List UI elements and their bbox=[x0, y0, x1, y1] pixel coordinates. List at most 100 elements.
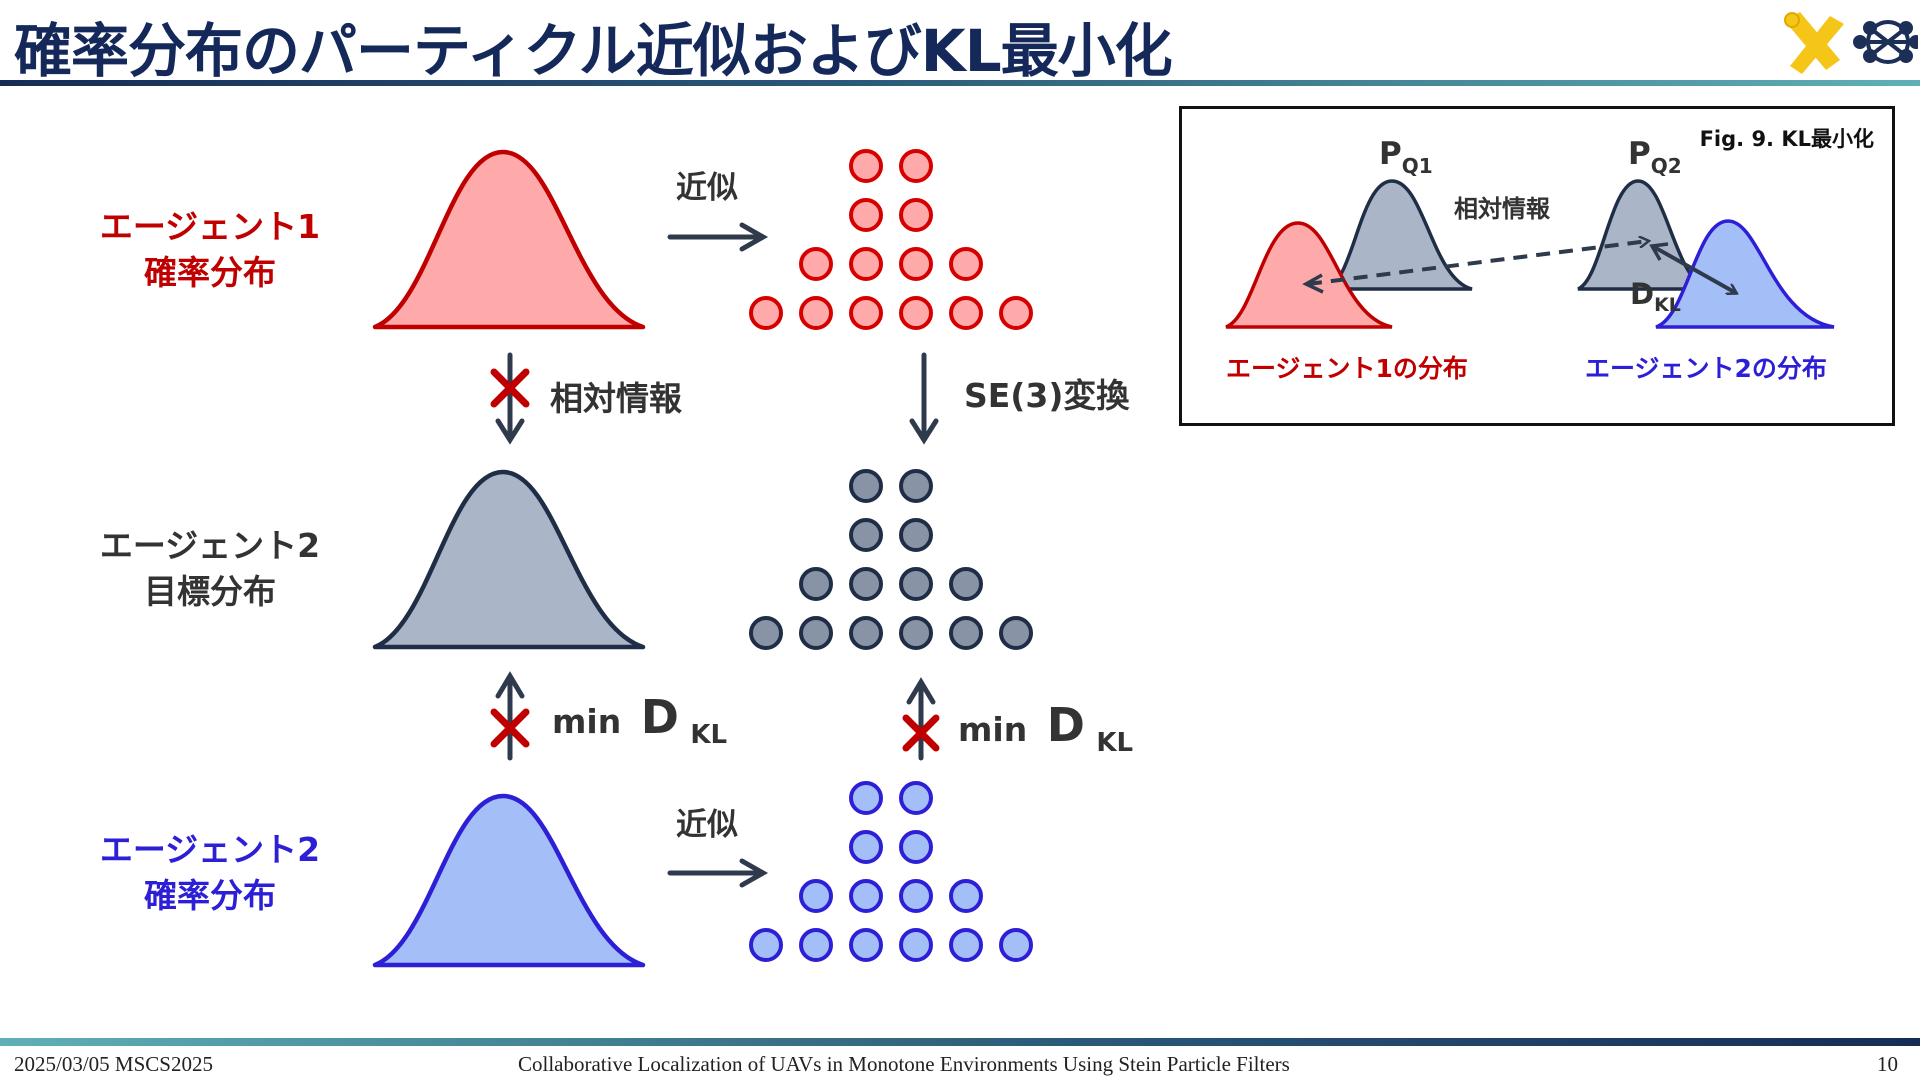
inset-dkl-sub: KL bbox=[1654, 294, 1681, 316]
logo-x-icon bbox=[1784, 12, 1844, 74]
page-number: 10 bbox=[1877, 1052, 1898, 1076]
dkl-main-right: D bbox=[1047, 698, 1085, 752]
particle bbox=[849, 198, 883, 232]
particle bbox=[849, 149, 883, 183]
footer-bar bbox=[0, 1038, 1920, 1046]
se3-transform-arrow: SE(3)変換 bbox=[909, 352, 1130, 445]
pq1-main: P bbox=[1379, 136, 1402, 172]
dkl-sub-right: KL bbox=[1096, 728, 1133, 758]
agent2-inset-curve bbox=[1655, 219, 1835, 329]
particle bbox=[899, 781, 933, 815]
logo bbox=[1784, 12, 1918, 74]
agent2-target-particles bbox=[749, 469, 1033, 650]
agent2-label-line2: 確率分布 bbox=[144, 876, 276, 915]
agent2-target-label-line2: 目標分布 bbox=[144, 572, 276, 611]
approx-arrow-top: 近似 bbox=[667, 170, 769, 252]
min-dkl-arrow-right: min D KL bbox=[902, 677, 1133, 761]
pq2-sub: Q2 bbox=[1651, 154, 1682, 178]
arrow-down-icon bbox=[495, 352, 525, 445]
approx-label-top: 近似 bbox=[676, 170, 738, 206]
agent2-target-label: エージェント2 目標分布 bbox=[60, 523, 360, 615]
arrow-left-icon bbox=[1302, 273, 1324, 294]
min-dkl-arrow-left: min D KL bbox=[490, 671, 727, 761]
arrow-right-icon bbox=[667, 222, 769, 252]
particle bbox=[849, 879, 883, 913]
particle bbox=[999, 616, 1033, 650]
svg-text:min D KL: min D KL bbox=[552, 690, 727, 750]
particle bbox=[799, 247, 833, 281]
figure-caption: Fig. 9. KL最小化 bbox=[1699, 127, 1874, 151]
approx-label-bottom: 近似 bbox=[676, 807, 738, 843]
particle bbox=[949, 928, 983, 962]
particle bbox=[799, 296, 833, 330]
particle bbox=[849, 616, 883, 650]
particle bbox=[949, 247, 983, 281]
particle bbox=[999, 296, 1033, 330]
kl-minimization-figure: PQ1 PQ2 相対情報 DKL Fig. 9. KL最小化 エージェント1の分… bbox=[1179, 106, 1895, 426]
arrow-up-icon bbox=[495, 671, 525, 761]
agent2-label-line1: エージェント2 bbox=[99, 830, 321, 869]
agent2-particles bbox=[749, 781, 1033, 962]
particle bbox=[849, 781, 883, 815]
agent1-dist-label: エージェント1の分布 bbox=[1226, 354, 1468, 383]
agent2-target-distribution-curve bbox=[372, 469, 646, 650]
pq1-sub: Q1 bbox=[1402, 154, 1433, 178]
agent2-target-label-line1: エージェント2 bbox=[99, 526, 321, 565]
cross-mark-icon bbox=[490, 368, 530, 408]
svg-text:PQ1: PQ1 bbox=[1379, 136, 1433, 178]
cross-mark-icon bbox=[490, 708, 530, 748]
particle bbox=[799, 616, 833, 650]
particle bbox=[899, 928, 933, 962]
particle bbox=[849, 567, 883, 601]
relative-info-dashed-arrow bbox=[1307, 241, 1648, 286]
particle bbox=[849, 830, 883, 864]
dkl-sub-left: KL bbox=[690, 720, 727, 750]
relative-info-label: 相対情報 bbox=[550, 379, 682, 418]
particle bbox=[899, 879, 933, 913]
agent1-label-line2: 確率分布 bbox=[144, 253, 276, 292]
inset-relative-info-label: 相対情報 bbox=[1454, 195, 1551, 223]
arrow-right-icon bbox=[667, 858, 769, 888]
particle bbox=[949, 567, 983, 601]
particle bbox=[899, 247, 933, 281]
particle bbox=[849, 469, 883, 503]
arrow-down-icon bbox=[909, 352, 939, 445]
particle bbox=[899, 296, 933, 330]
agent1-label: エージェント1 確率分布 bbox=[60, 204, 360, 296]
page-title: 確率分布のパーティクル近似およびKL最小化 bbox=[14, 17, 1173, 85]
agent2-distribution-curve bbox=[372, 793, 646, 968]
particle bbox=[999, 928, 1033, 962]
agent1-inset-curve bbox=[1225, 221, 1393, 329]
logo-network-icon bbox=[1853, 20, 1918, 64]
agent2-label: エージェント2 確率分布 bbox=[60, 827, 360, 919]
particle bbox=[749, 296, 783, 330]
particle bbox=[799, 928, 833, 962]
svg-text:PQ2: PQ2 bbox=[1628, 136, 1682, 178]
particle bbox=[749, 616, 783, 650]
relative-info-arrow: 相対情報 bbox=[490, 352, 682, 445]
title-underline bbox=[0, 80, 1920, 86]
agent1-particles bbox=[749, 149, 1033, 330]
particle bbox=[899, 149, 933, 183]
particle bbox=[949, 296, 983, 330]
particle bbox=[799, 567, 833, 601]
particle bbox=[799, 879, 833, 913]
svg-text:min D KL: min D KL bbox=[958, 698, 1133, 758]
agent1-label-line1: エージェント1 bbox=[99, 207, 321, 246]
particle bbox=[899, 518, 933, 552]
dkl-double-arrow bbox=[1653, 245, 1736, 293]
particle bbox=[849, 247, 883, 281]
arrow-up-icon bbox=[906, 677, 936, 761]
min-label-right: min bbox=[958, 710, 1027, 749]
cross-mark-icon bbox=[902, 714, 940, 752]
agent2-dist-label: エージェント2の分布 bbox=[1585, 354, 1827, 383]
particle bbox=[899, 198, 933, 232]
pq2-main: P bbox=[1628, 136, 1651, 172]
particle bbox=[899, 469, 933, 503]
approx-arrow-bottom: 近似 bbox=[667, 807, 769, 888]
dkl-main-left: D bbox=[641, 690, 679, 744]
particle bbox=[949, 616, 983, 650]
min-label-left: min bbox=[552, 702, 621, 741]
kl-figure-graphic: PQ1 PQ2 相対情報 DKL bbox=[1225, 136, 1835, 329]
pq1-target-curve bbox=[1326, 179, 1473, 291]
